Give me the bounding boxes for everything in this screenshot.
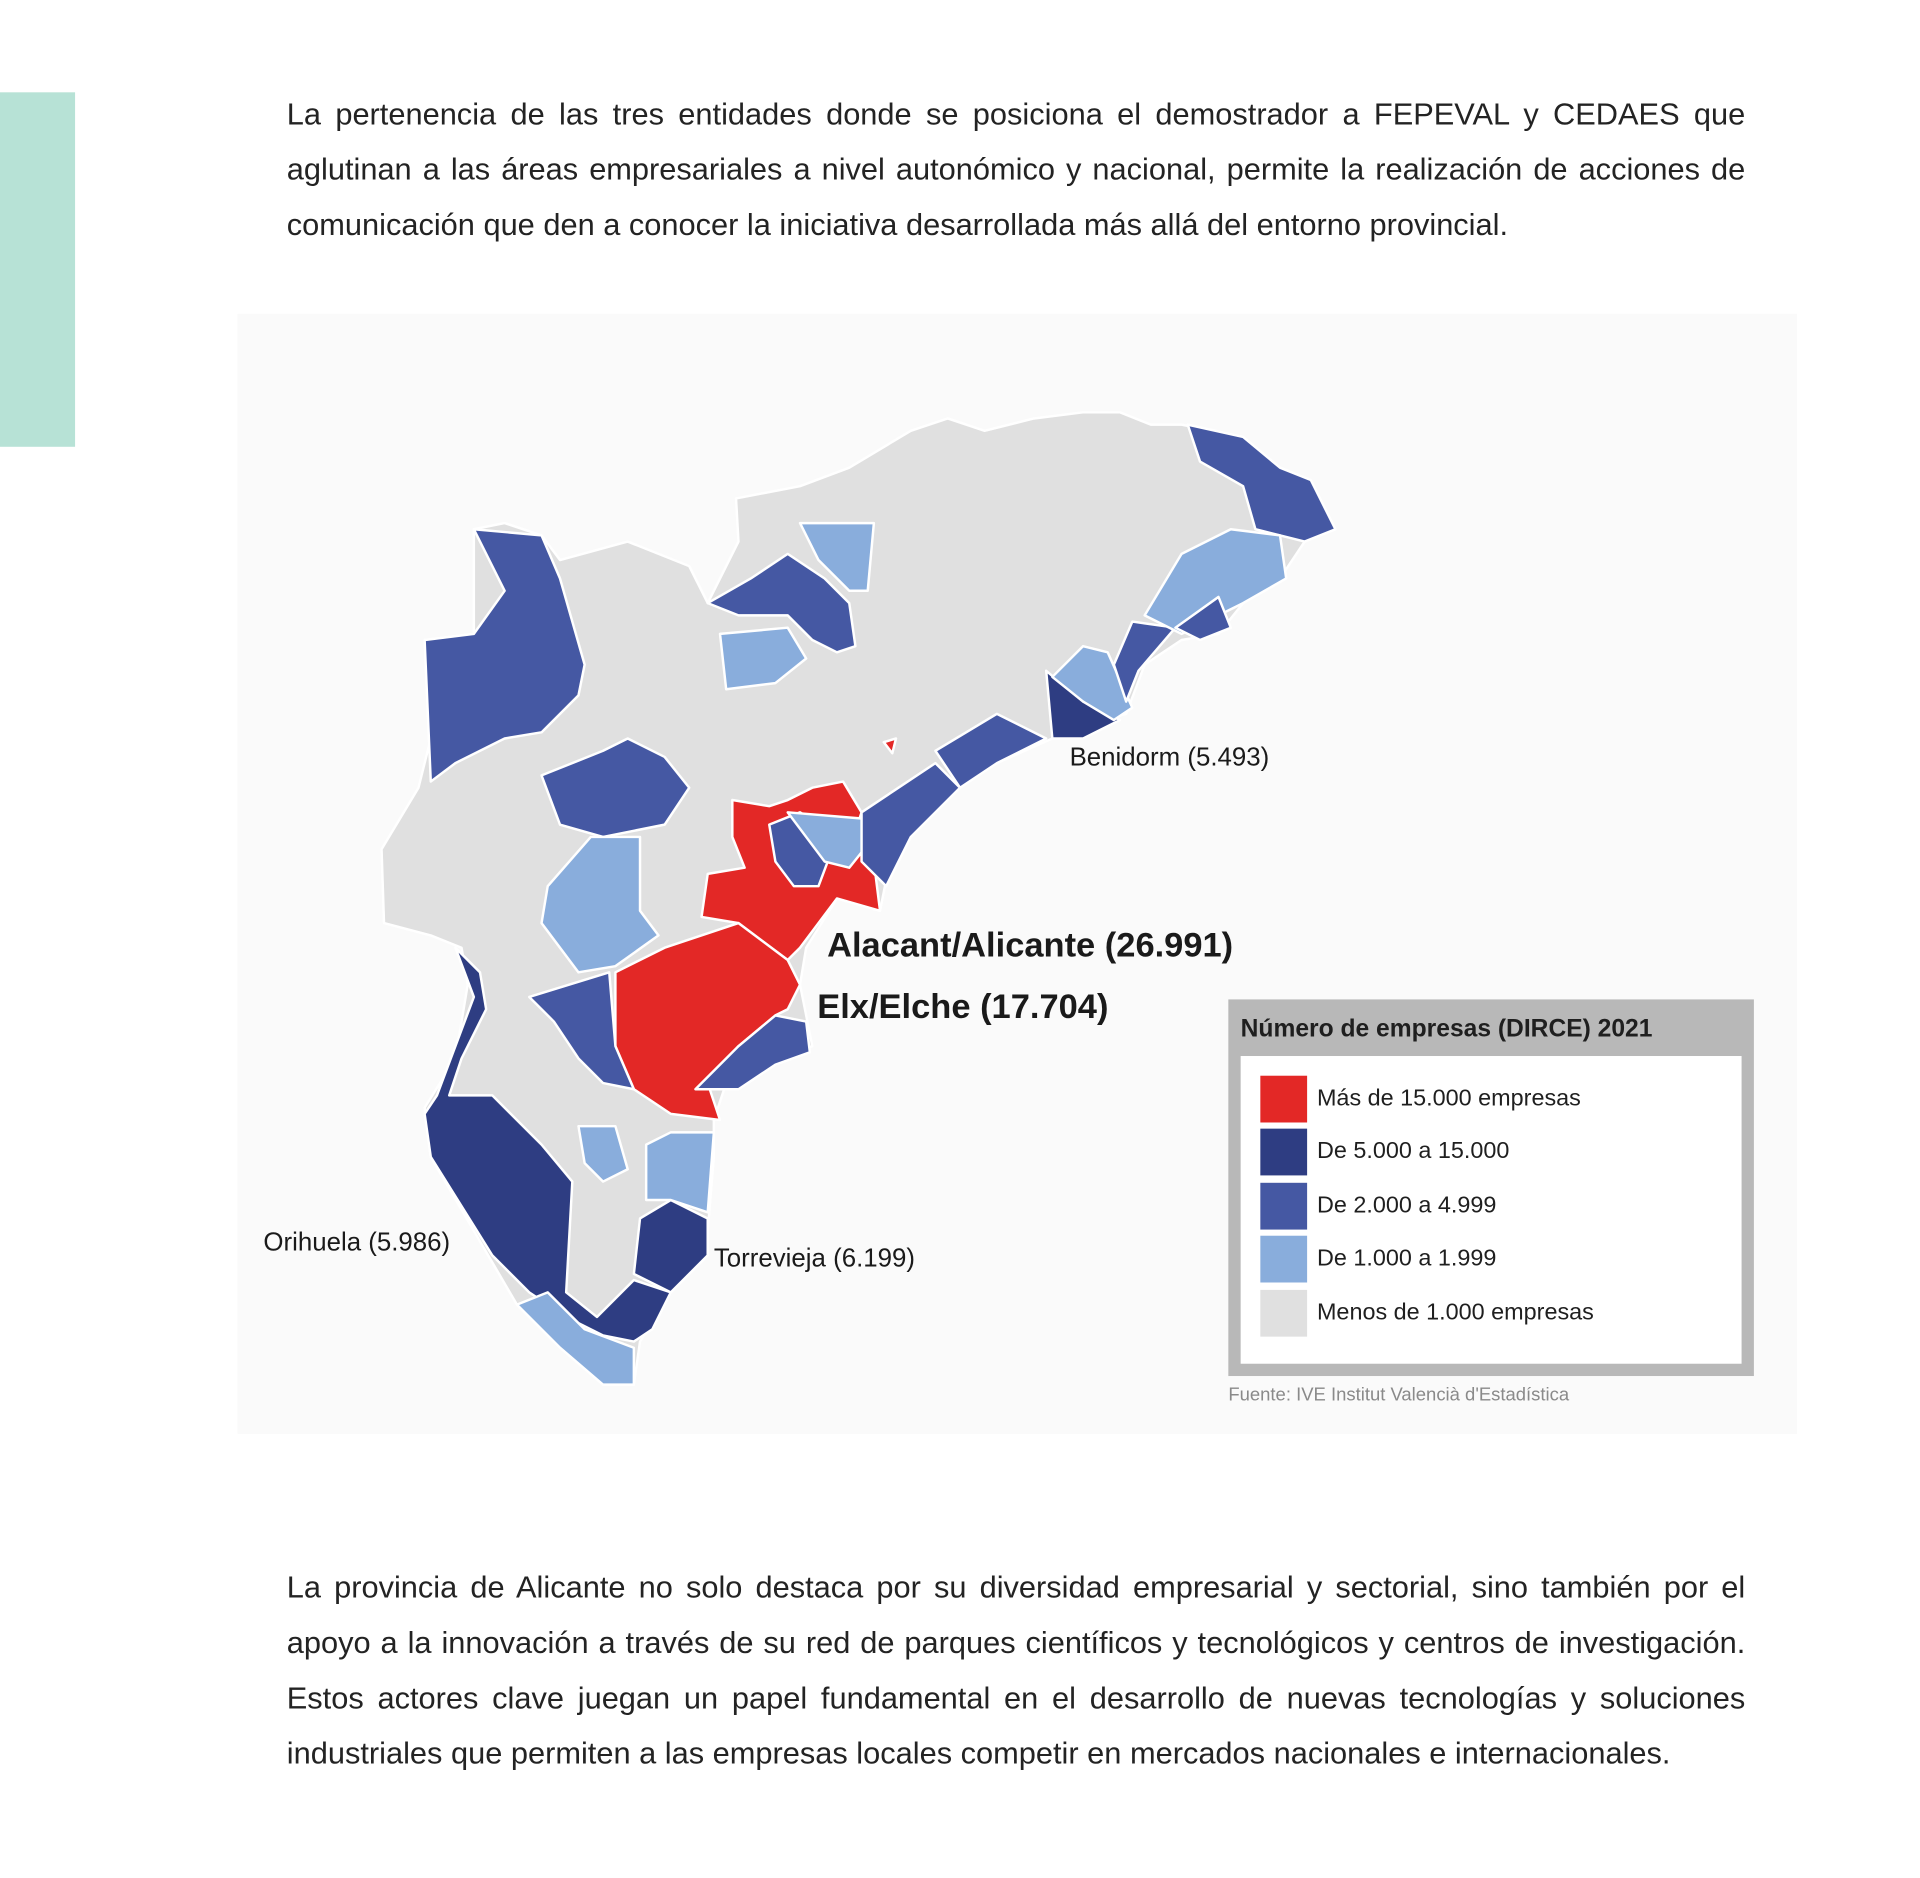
legend-swatch (1260, 1128, 1308, 1176)
municipality-region (1051, 644, 1134, 722)
legend-item: De 5.000 a 15.000 (1260, 1128, 1509, 1176)
paragraph-innovation: La provincia de Alicante no solo destaca… (286, 1570, 1746, 1772)
municipality-region (718, 626, 808, 691)
municipality-region (423, 946, 673, 1343)
legend-swatch (1260, 1182, 1308, 1230)
municipality-region (540, 835, 660, 974)
legend-swatch (1260, 1235, 1308, 1283)
municipality-region (528, 971, 636, 1091)
legend-item: De 1.000 a 1.999 (1260, 1235, 1496, 1283)
source-note: Fuente: IVE Institut Valencià d'Estadíst… (1228, 1384, 1570, 1406)
legend-item: Menos de 1.000 empresas (1260, 1289, 1594, 1337)
municipality-region (860, 761, 962, 888)
municipality-region (423, 528, 586, 783)
municipality-region (1174, 595, 1233, 642)
municipality-region (798, 521, 876, 593)
municipality-region (577, 1124, 629, 1183)
municipality-region (694, 1014, 812, 1091)
municipality-region (515, 1291, 636, 1386)
legend-swatch (1260, 1289, 1308, 1337)
municipality-region (1186, 423, 1337, 543)
legend-item: Más de 15.000 empresas (1260, 1075, 1581, 1123)
legend-item: De 2.000 a 4.999 (1260, 1182, 1496, 1230)
municipality-region (1112, 620, 1177, 703)
municipality-region (934, 712, 1048, 789)
label-torrevieja: Torrevieja (6.199) (713, 1244, 915, 1273)
label-orihuela: Orihuela (5.986) (263, 1228, 451, 1257)
sidebar-accent-bar (0, 92, 76, 447)
municipality-region (882, 737, 898, 755)
label-benidorm: Benidorm (5.493) (1069, 743, 1270, 772)
legend-title: Número de empresas (DIRCE) 2021 (1240, 1015, 1653, 1043)
label-elche: Elx/Elche (17.704) (817, 987, 1109, 1026)
municipality-region (644, 1131, 716, 1214)
legend-swatch (1260, 1075, 1308, 1123)
map-legend: Número de empresas (DIRCE) 2021 Más de 1… (1228, 999, 1754, 1377)
paragraph-intro: La pertenencia de las tres entidades don… (286, 97, 1746, 243)
municipality-region (706, 552, 857, 654)
municipality-region (540, 737, 691, 839)
label-alicante: Alacant/Alicante (26.991) (827, 925, 1234, 964)
